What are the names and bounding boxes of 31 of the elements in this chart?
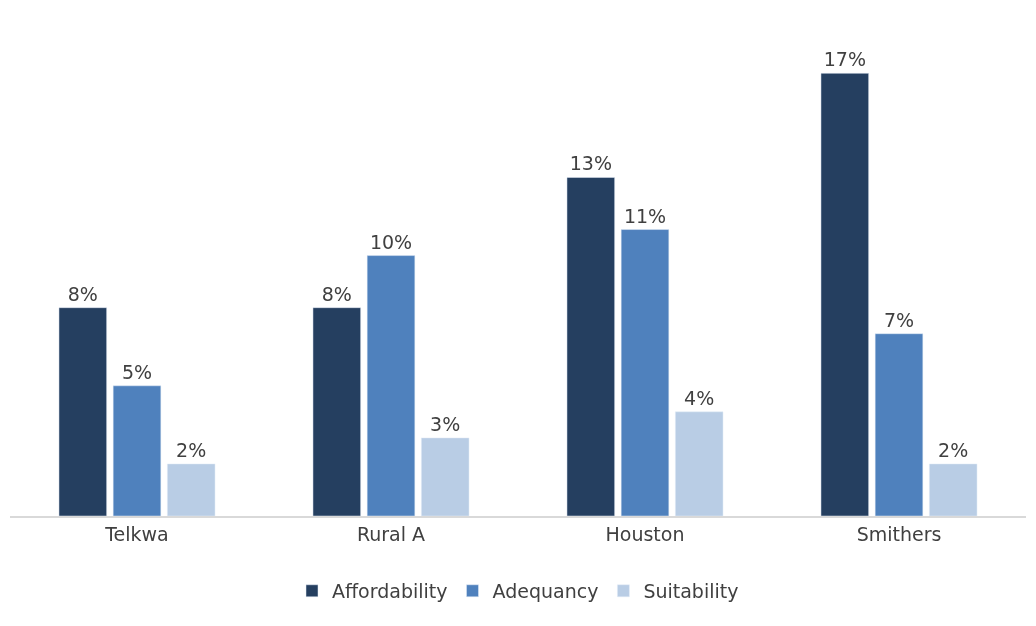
bar: [112, 385, 162, 516]
data-label: 10%: [369, 230, 413, 253]
data-label: 4%: [684, 386, 715, 409]
legend-label: Adequancy: [492, 580, 599, 603]
bar: [620, 229, 670, 516]
data-label: 17%: [823, 48, 866, 71]
bar: [58, 307, 107, 516]
bar: [421, 437, 470, 516]
data-label: 13%: [569, 152, 612, 175]
data-label: 11%: [623, 204, 667, 227]
data-label: 8%: [321, 282, 352, 305]
legend-label: Suitability: [643, 580, 739, 603]
data-label: 5%: [121, 360, 153, 383]
x-tick-label: Rural A: [356, 522, 426, 545]
legend-label: Affordability: [332, 580, 448, 603]
bar: [820, 73, 869, 516]
data-label: 7%: [883, 308, 915, 331]
bar: [167, 463, 216, 516]
bar: [312, 307, 361, 516]
bar: [675, 411, 724, 516]
data-label: 2%: [176, 438, 207, 461]
x-tick-label: Houston: [605, 522, 685, 545]
bar: [566, 177, 615, 516]
x-tick-label: Smithers: [856, 522, 942, 545]
bar: [366, 255, 416, 516]
bar: [874, 333, 924, 516]
x-tick-label: Telkwa: [104, 522, 169, 545]
data-label: 8%: [67, 282, 98, 305]
bar: [929, 463, 978, 516]
data-label: 2%: [938, 438, 969, 461]
data-label: 3%: [430, 412, 461, 435]
